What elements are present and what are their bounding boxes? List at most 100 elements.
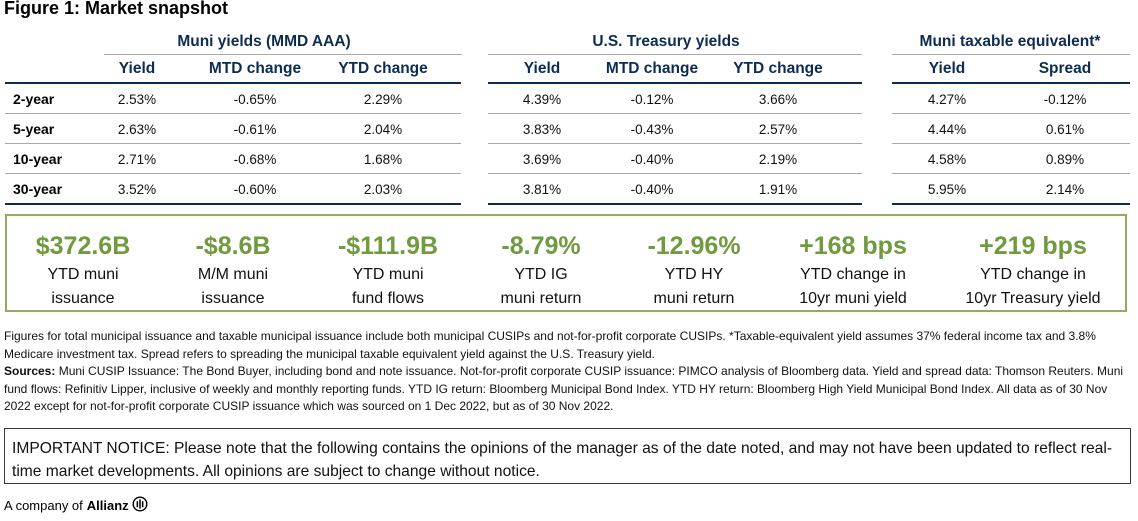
col-header-treasury-ytd: YTD change	[733, 60, 823, 77]
table-cell: 2.03%	[363, 182, 403, 197]
brand-name: Allianz	[86, 498, 129, 513]
stat-value: -$8.6B	[195, 232, 271, 260]
row-label-30-year: 30-year	[13, 181, 63, 197]
sources-note: Sources: Muni CUSIP Issuance: The Bond B…	[4, 363, 1136, 416]
stat-label: muni return	[500, 290, 582, 307]
row-divider	[488, 113, 862, 114]
table-cell: 3.66%	[758, 92, 798, 107]
table-cell: 1.91%	[758, 182, 798, 197]
table-cell: 2.29%	[363, 92, 403, 107]
sources-text: Muni CUSIP Issuance: The Bond Buyer, inc…	[4, 364, 1124, 414]
col-header-treasury-yield: Yield	[523, 60, 561, 77]
row-divider	[5, 173, 461, 174]
table-cell: 3.69%	[522, 152, 562, 167]
stat-value: -12.96%	[647, 232, 741, 260]
stat-label: M/M muni	[197, 266, 269, 283]
stat-value: $372.6B	[35, 232, 131, 260]
row-label-10-year: 10-year	[13, 151, 63, 167]
stat-label: 10yr Treasury yield	[965, 290, 1101, 307]
group-header-taxable-equivalent: Muni taxable equivalent*	[919, 33, 1101, 50]
footnote-text: Figures for total municipal issuance and…	[4, 329, 1096, 361]
table-cell: -0.12%	[630, 92, 674, 107]
stat-ytd-issuance: $372.6B YTD muni issuance	[7, 216, 159, 309]
table-bottom-rule	[892, 203, 1130, 205]
stat-muni-yield-change: +168 bps YTD change in 10yr muni yield	[769, 216, 937, 309]
stat-value: -8.79%	[501, 232, 581, 260]
stat-value: +219 bps	[979, 232, 1087, 260]
table-cell: -0.68%	[233, 152, 277, 167]
row-divider	[5, 143, 461, 144]
header-rule-muni	[5, 82, 461, 84]
important-notice: IMPORTANT NOTICE: Please note that the f…	[4, 428, 1131, 484]
table-cell: -0.61%	[233, 122, 277, 137]
figure-title: Figure 1: Market snapshot	[4, 0, 229, 18]
stat-label: muni return	[653, 290, 735, 307]
stat-label: issuance	[201, 290, 265, 307]
table-cell: 2.04%	[363, 122, 403, 137]
table-cell: 3.83%	[522, 122, 562, 137]
stat-value: -$111.9B	[337, 232, 439, 260]
table-cell: -0.60%	[233, 182, 277, 197]
stat-value: +168 bps	[799, 232, 907, 260]
row-divider	[488, 173, 862, 174]
table-cell: 4.44%	[927, 122, 967, 137]
table-cell: -0.12%	[1043, 92, 1087, 107]
stat-ig-return: -8.79% YTD IG muni return	[465, 216, 617, 309]
table-cell: 2.63%	[117, 122, 157, 137]
sources-label: Sources:	[4, 364, 56, 379]
table-cell: 5.95%	[927, 182, 967, 197]
table-cell: 2.57%	[758, 122, 798, 137]
table-cell: 2.53%	[117, 92, 157, 107]
row-divider	[892, 113, 1130, 114]
table-cell: -0.65%	[233, 92, 277, 107]
table-cell: -0.40%	[630, 152, 674, 167]
col-header-treasury-mtd: MTD change	[605, 60, 699, 77]
group-header-treasury-yields: U.S. Treasury yields	[592, 33, 740, 50]
row-divider	[892, 173, 1130, 174]
col-header-muni-yield: Yield	[118, 60, 156, 77]
stat-label: YTD HY	[664, 266, 724, 283]
table-cell: 4.58%	[927, 152, 967, 167]
key-stats-box: $372.6B YTD muni issuance -$8.6B M/M mun…	[5, 214, 1127, 312]
table-cell: 0.89%	[1045, 152, 1085, 167]
stat-label: YTD muni	[47, 266, 119, 283]
table-cell: -0.40%	[630, 182, 674, 197]
stat-mm-issuance: -$8.6B M/M muni issuance	[157, 216, 309, 309]
stat-label: YTD muni	[352, 266, 424, 283]
table-cell: 2.14%	[1045, 182, 1085, 197]
table-cell: 4.39%	[522, 92, 562, 107]
table-cell: 1.68%	[363, 152, 403, 167]
stat-label: fund flows	[351, 290, 425, 307]
stat-label: 10yr muni yield	[799, 290, 907, 307]
table-cell: -0.43%	[630, 122, 674, 137]
table-cell: 0.61%	[1045, 122, 1085, 137]
stat-label: YTD change in	[980, 266, 1086, 283]
table-cell: 2.71%	[117, 152, 157, 167]
table-bottom-rule	[5, 203, 461, 205]
col-header-muni-mtd: MTD change	[208, 60, 302, 77]
footer: A company of Allianz	[4, 496, 148, 515]
group-header-muni-yields: Muni yields (MMD AAA)	[177, 33, 351, 50]
stat-hy-return: -12.96% YTD HY muni return	[618, 216, 770, 309]
row-label-5-year: 5-year	[13, 121, 55, 137]
allianz-logo-icon	[132, 496, 148, 515]
stat-fund-flows: -$111.9B YTD muni fund flows	[312, 216, 464, 309]
stat-label: YTD change in	[800, 266, 906, 283]
table-cell: 3.81%	[522, 182, 562, 197]
group-underline-muni	[104, 54, 462, 55]
table-cell: 2.19%	[758, 152, 798, 167]
footnotes: Figures for total municipal issuance and…	[4, 328, 1136, 416]
header-rule-taxable	[892, 82, 1130, 84]
col-header-muni-ytd: YTD change	[338, 60, 428, 77]
header-rule-treasury	[488, 82, 862, 84]
group-underline-taxable	[892, 54, 1130, 55]
col-header-taxable-yield: Yield	[928, 60, 966, 77]
group-underline-treasury	[488, 54, 862, 55]
table-cell: 3.52%	[117, 182, 157, 197]
row-divider	[488, 143, 862, 144]
stat-label: issuance	[51, 290, 115, 307]
stat-label: YTD IG	[514, 266, 568, 283]
footer-prefix: A company of	[4, 498, 83, 513]
stat-treasury-yield-change: +219 bps YTD change in 10yr Treasury yie…	[943, 216, 1123, 309]
row-label-2-year: 2-year	[13, 91, 55, 107]
